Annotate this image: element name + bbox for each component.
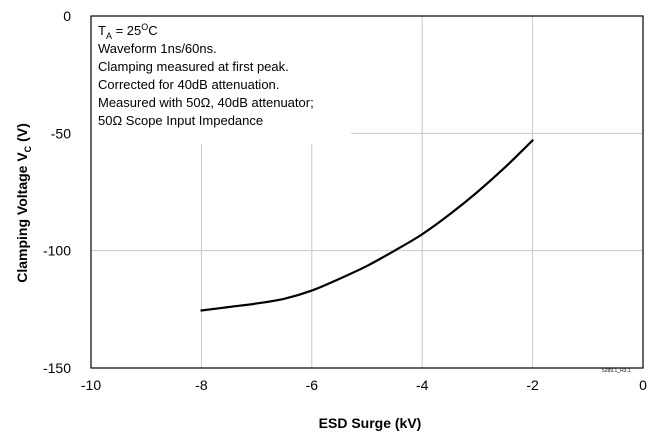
plot-frame <box>90 15 644 369</box>
annotation-corrected: Corrected for 40dB attenuation. <box>98 77 279 92</box>
x-tick-label: -2 <box>526 377 539 393</box>
annotation-background <box>91 16 351 144</box>
series-layer <box>200 139 534 312</box>
y-tick-label: -100 <box>43 243 71 259</box>
figure-id: 5289.1_R3.1 <box>602 368 631 374</box>
y-tick-label: -50 <box>51 125 71 141</box>
y-axis-label: Clamping Voltage VC (V) <box>14 123 33 283</box>
x-tick-label: -10 <box>81 377 101 393</box>
x-tick-label: -4 <box>416 377 429 393</box>
y-tick-label: 0 <box>63 8 71 24</box>
x-tick-label: -8 <box>195 377 208 393</box>
x-axis-label: ESD Surge (kV) <box>319 415 422 431</box>
x-tick-label: 0 <box>639 377 647 393</box>
y-tick-label: -150 <box>43 360 71 376</box>
annotation-block: TA = 25OC Waveform 1ns/60ns. Clamping me… <box>98 22 314 128</box>
annotation-clamping: Clamping measured at first peak. <box>98 59 289 74</box>
annotation-impedance: 50Ω Scope Input Impedance <box>98 113 263 128</box>
x-tick-labels: -10 -8 -6 -4 -2 0 <box>81 377 647 393</box>
annotation-temperature: TA = 25OC <box>98 22 158 41</box>
x-tick-label: -6 <box>306 377 319 393</box>
annotation-waveform: Waveform 1ns/60ns. <box>98 41 217 56</box>
clamping-voltage-curve <box>200 139 534 312</box>
annotation-measured: Measured with 50Ω, 40dB attenuator; <box>98 95 314 110</box>
y-tick-labels: 0 -50 -100 -150 <box>43 8 71 376</box>
